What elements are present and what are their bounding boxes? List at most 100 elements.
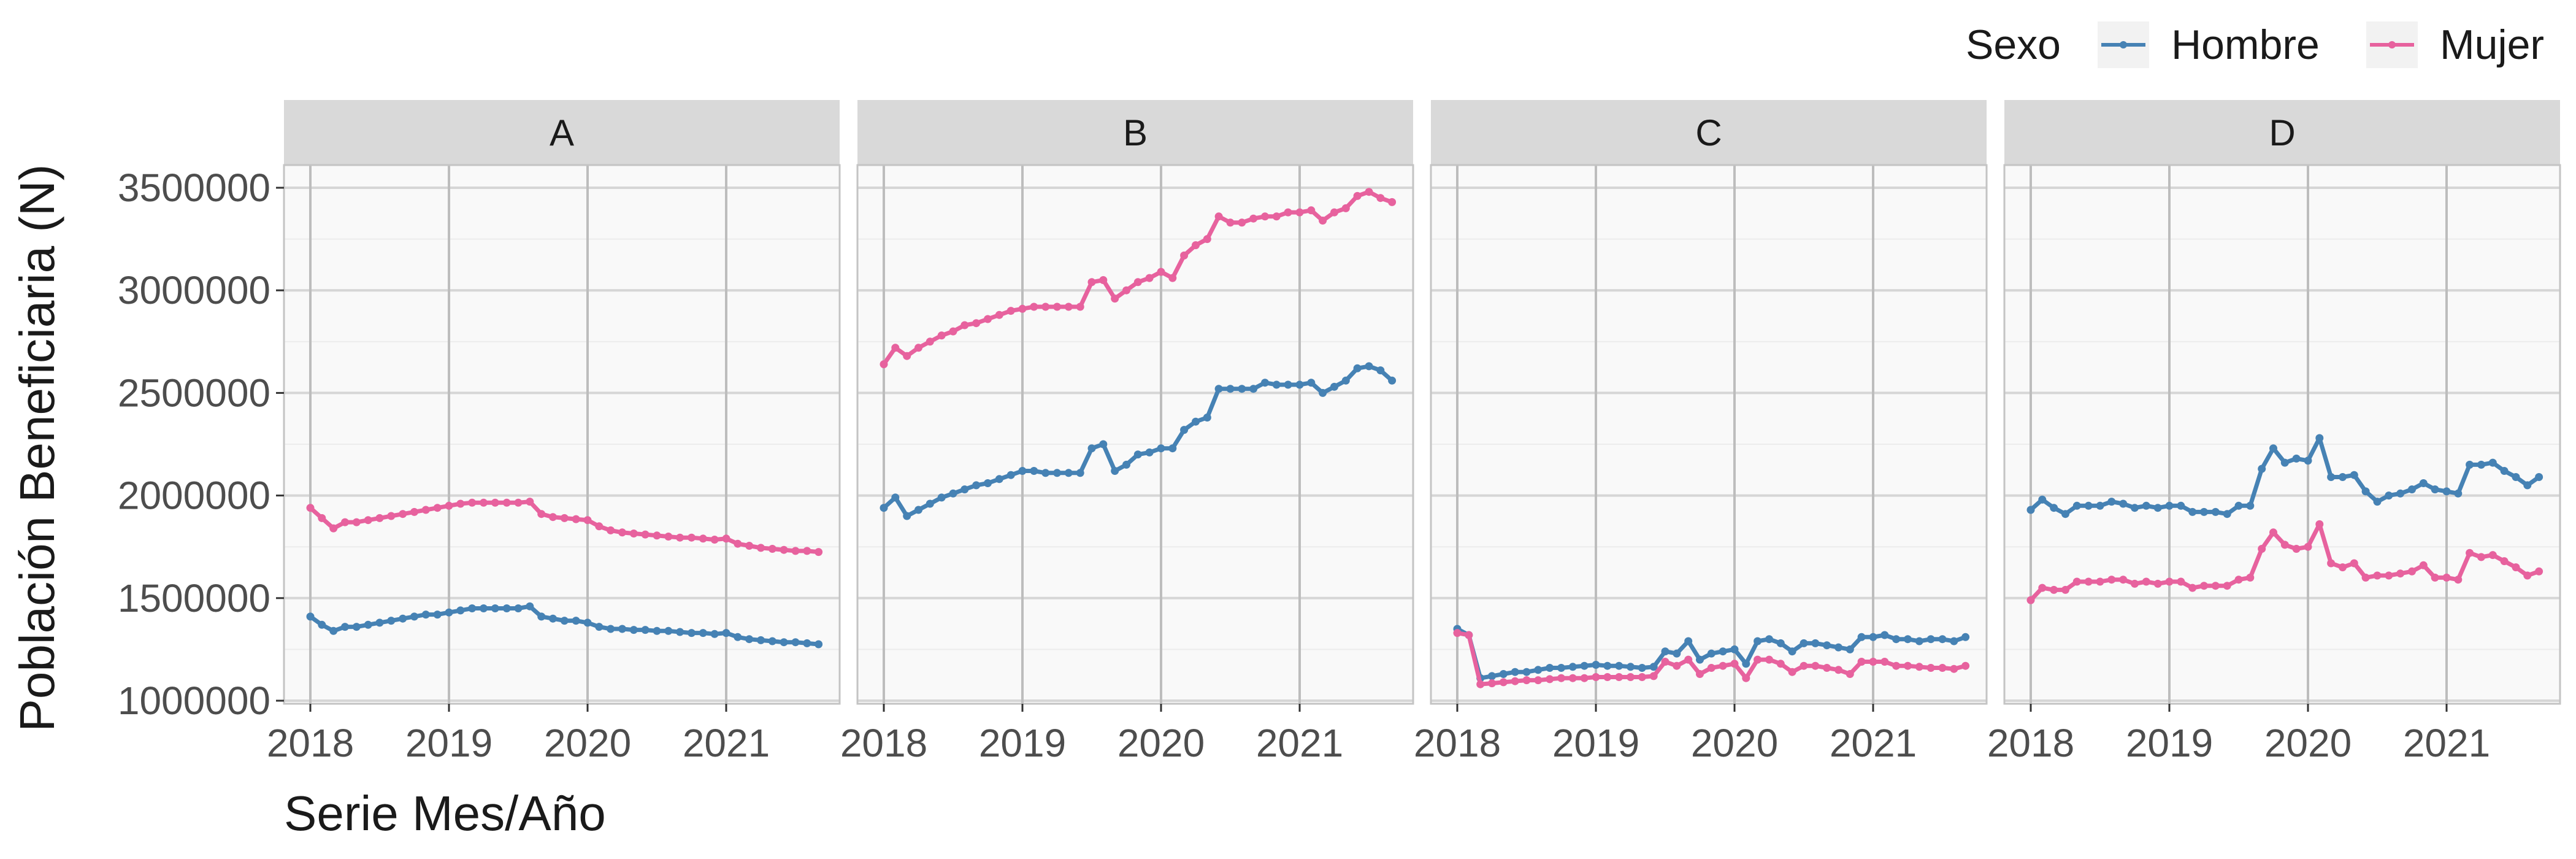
data-point [891,344,900,352]
data-point [1157,444,1165,453]
data-point [1522,676,1531,685]
data-point [1064,302,1073,311]
data-point [2512,473,2520,481]
data-point [1869,658,1877,666]
data-point [2269,444,2277,453]
data-point [2315,434,2324,442]
facet-panel-d: D 2018 2019 2020 2021 [1987,100,2561,765]
data-point [456,499,465,508]
data-point [1238,385,1246,393]
x-tick-label: 2018 [1414,721,1501,765]
data-point [2050,585,2058,594]
data-point [364,620,372,629]
data-point [491,604,499,612]
data-point [2327,559,2336,568]
data-point [480,498,488,507]
data-point [329,626,338,635]
data-point [734,633,742,641]
x-tick-label: 2019 [2126,721,2213,765]
data-point [745,635,754,644]
data-point [734,539,742,548]
data-point [1030,302,1038,311]
series-mujer [880,188,1397,369]
x-tick-label: 2021 [2403,721,2490,765]
data-point [2292,545,2301,553]
data-point [2072,501,2081,510]
data-point [1476,680,1485,688]
data-point [1249,385,1258,393]
data-point [352,518,361,526]
data-point [2072,577,2081,586]
facet-panel-a: A 2018 2019 2020 2021 [267,100,841,765]
data-point [1719,647,1727,656]
data-point [1226,385,1235,393]
facet-strip [284,100,840,165]
data-point [2107,498,2116,506]
data-point [1765,635,1773,644]
data-point [2396,489,2405,498]
panel-border [2003,164,2561,705]
data-point [768,637,776,645]
data-point [1319,388,1327,397]
panel-border [283,164,841,705]
data-point [1846,645,1854,653]
data-point [607,625,615,633]
data-point [1168,274,1177,282]
data-point [1018,467,1027,475]
y-tick-label: 3000000 [118,268,270,312]
data-point [1892,635,1901,644]
legend-entry-mujer: Mujer [2366,21,2544,68]
data-point [2419,479,2428,487]
data-point [757,544,765,552]
data-point [1488,672,1496,680]
data-point [1203,414,1211,422]
x-tick-label: 2021 [1830,721,1917,765]
data-point [1961,633,1970,641]
data-point [1261,379,1269,387]
data-point [2396,569,2405,578]
data-point [2361,487,2370,496]
data-point [791,547,800,555]
data-point [1580,674,1589,682]
data-point [1192,417,1200,426]
data-point [2061,585,2069,594]
data-point [914,344,922,352]
data-point [2280,541,2289,549]
data-point [2523,571,2532,580]
data-point [375,514,384,522]
data-point [1857,633,1866,641]
data-point [526,602,534,611]
data-point [1180,251,1189,260]
data-point [2061,510,2069,518]
data-point [699,629,707,638]
data-point [722,534,730,543]
data-point [2165,577,2174,586]
data-point [2038,584,2047,592]
data-point [341,623,349,631]
data-point [1465,631,1473,639]
data-point [456,606,465,615]
data-point [2026,596,2035,604]
data-point [1592,661,1600,669]
data-point [387,512,396,520]
facet-strip-label: C [1695,112,1722,153]
data-point [1226,218,1235,227]
data-point [514,498,523,507]
data-point [926,337,934,346]
data-point [1319,217,1327,225]
data-point [1214,385,1223,393]
data-point [1696,670,1704,678]
data-point [1353,191,1362,200]
data-point [1330,382,1338,391]
y-tick-label: 1000000 [118,679,270,723]
data-point [2431,485,2439,494]
data-point [2454,489,2463,498]
data-point [949,327,957,336]
series-hombre [306,602,823,649]
data-point [2177,577,2185,586]
data-point [1742,674,1750,682]
data-point [2177,501,2185,510]
data-point [2153,579,2162,588]
data-point [318,620,326,629]
data-point [1534,676,1543,685]
